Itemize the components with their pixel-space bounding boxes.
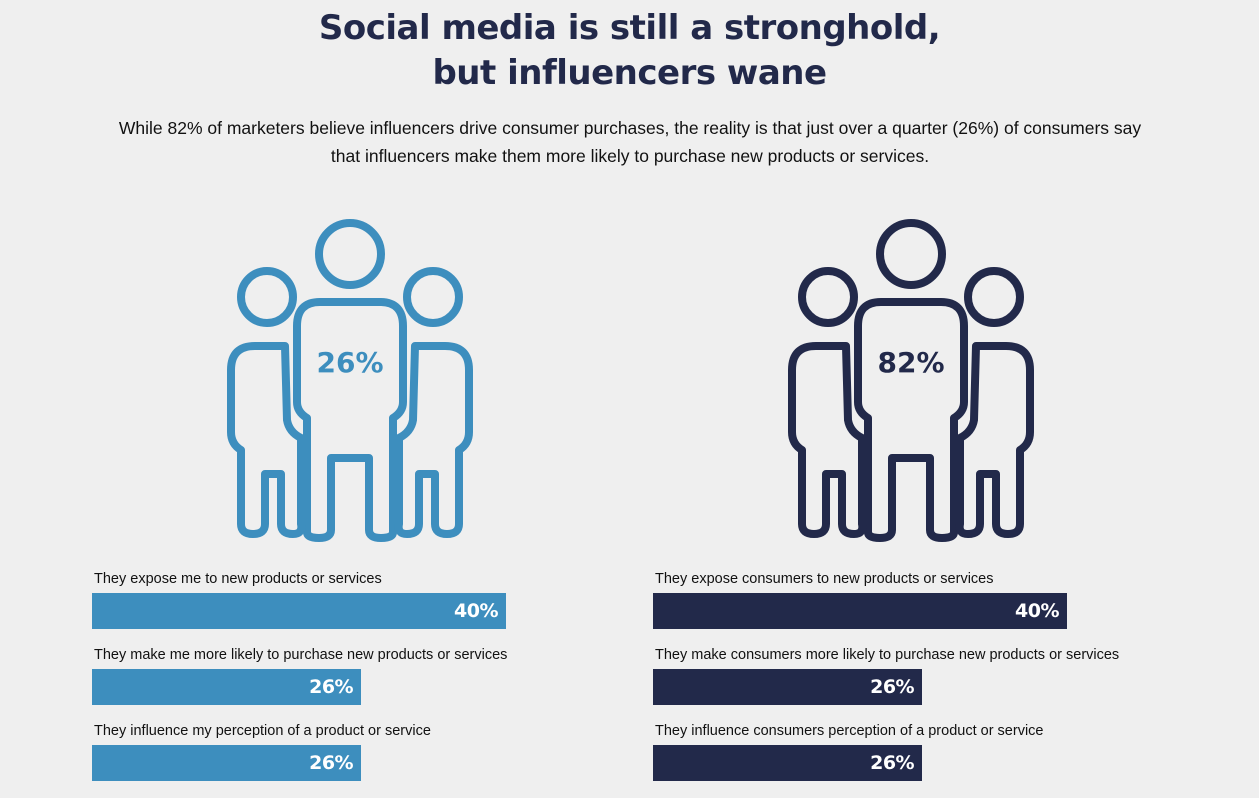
bar-label: They make me more likely to purchase new… <box>94 647 508 663</box>
subtitle: While 82% of marketers believe influence… <box>60 114 1200 170</box>
bar: 26% <box>92 669 362 705</box>
bar-value-label: 40% <box>454 600 498 622</box>
people-group-icon <box>788 219 1034 542</box>
subtitle-line-2: that influencers make them more likely t… <box>330 146 930 166</box>
bar: 40% <box>92 593 506 629</box>
marketers-people-group: 82% <box>786 212 1036 542</box>
right-body <box>955 342 1034 538</box>
left-body <box>788 342 867 538</box>
left-head <box>237 267 297 327</box>
people-group-icon <box>227 219 473 542</box>
left-body <box>227 342 306 538</box>
center-body <box>854 298 968 542</box>
right-head <box>964 267 1024 327</box>
bar: 40% <box>653 593 1067 629</box>
bar: 26% <box>653 669 923 705</box>
bar: 26% <box>92 745 362 781</box>
right-head <box>403 267 463 327</box>
center-body <box>293 298 407 542</box>
bar-label: They influence my perception of a produc… <box>94 723 431 739</box>
bar-label: They make consumers more likely to purch… <box>655 647 1120 663</box>
consumers-people-group: 26% <box>225 212 475 542</box>
bar-value-label: 26% <box>870 752 915 774</box>
bar: 26% <box>653 745 923 781</box>
consumers-headline-value: 26% <box>316 346 384 379</box>
bar-value-label: 40% <box>1015 600 1059 622</box>
title-line-2: but influencers wane <box>432 53 827 93</box>
bar-label: They expose consumers to new products or… <box>655 571 994 587</box>
bar-value-label: 26% <box>870 676 915 698</box>
center-head <box>876 219 946 289</box>
bar-label: They expose me to new products or servic… <box>94 571 382 587</box>
bar-value-label: 26% <box>309 752 354 774</box>
subtitle-line-1: While 82% of marketers believe influence… <box>118 118 1142 138</box>
title-line-1: Social media is still a stronghold, <box>318 8 941 48</box>
page-title: Social media is still a stronghold, but … <box>0 6 1259 96</box>
right-body <box>394 342 473 538</box>
marketers-headline-value: 82% <box>877 346 945 379</box>
bar-label: They influence consumers perception of a… <box>655 723 1044 739</box>
center-head <box>315 219 385 289</box>
bar-value-label: 26% <box>309 676 354 698</box>
left-head <box>798 267 858 327</box>
